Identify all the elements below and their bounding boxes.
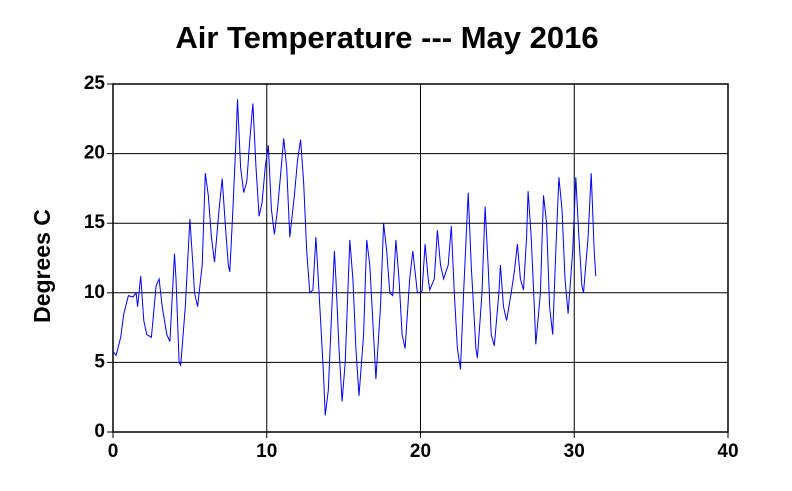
x-tick-label: 40 <box>717 441 738 462</box>
data-line <box>112 99 597 416</box>
y-tick-label: 25 <box>84 73 106 94</box>
y-tick-label: 10 <box>84 282 105 303</box>
x-tick-label: 0 <box>108 441 119 462</box>
x-tick-label: 30 <box>564 441 585 462</box>
y-tick-label: 15 <box>84 212 106 233</box>
y-tick-label: 0 <box>94 421 105 442</box>
y-tick-label: 20 <box>84 143 105 164</box>
x-tick-label: 10 <box>256 441 277 462</box>
x-tick-label: 20 <box>410 441 431 462</box>
y-tick-label: 5 <box>94 351 105 372</box>
y-axis-label: Degrees C <box>29 209 55 323</box>
plot-frame <box>112 83 729 433</box>
chart-title: Air Temperature --- May 2016 <box>175 20 598 55</box>
